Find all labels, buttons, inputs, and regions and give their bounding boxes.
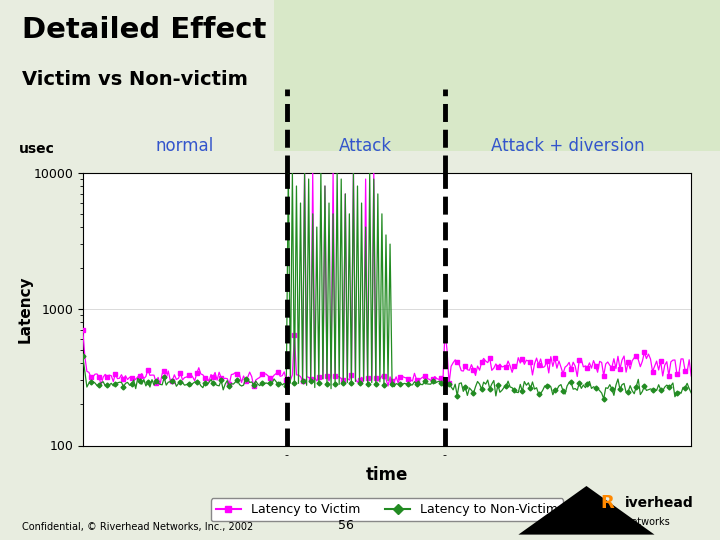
Text: Detailed Effect: Detailed Effect	[22, 16, 266, 44]
X-axis label: time: time	[366, 466, 408, 484]
Text: normal: normal	[156, 137, 214, 155]
Legend: Latency to Victim, Latency to Non-Victim: Latency to Victim, Latency to Non-Victim	[211, 498, 563, 521]
Text: iverhead: iverhead	[625, 496, 694, 510]
Polygon shape	[518, 486, 654, 535]
Text: R: R	[600, 494, 613, 512]
Text: Victim vs Non-victim: Victim vs Non-victim	[22, 70, 248, 89]
Text: Attack + diversion: Attack + diversion	[491, 137, 645, 155]
Text: networks: networks	[625, 517, 670, 528]
Text: 56: 56	[338, 519, 354, 532]
Text: Latency: Latency	[17, 275, 32, 343]
Text: usec: usec	[19, 143, 55, 157]
Text: Attack: Attack	[339, 137, 392, 155]
Text: Confidential, © Riverhead Networks, Inc., 2002: Confidential, © Riverhead Networks, Inc.…	[22, 522, 253, 532]
